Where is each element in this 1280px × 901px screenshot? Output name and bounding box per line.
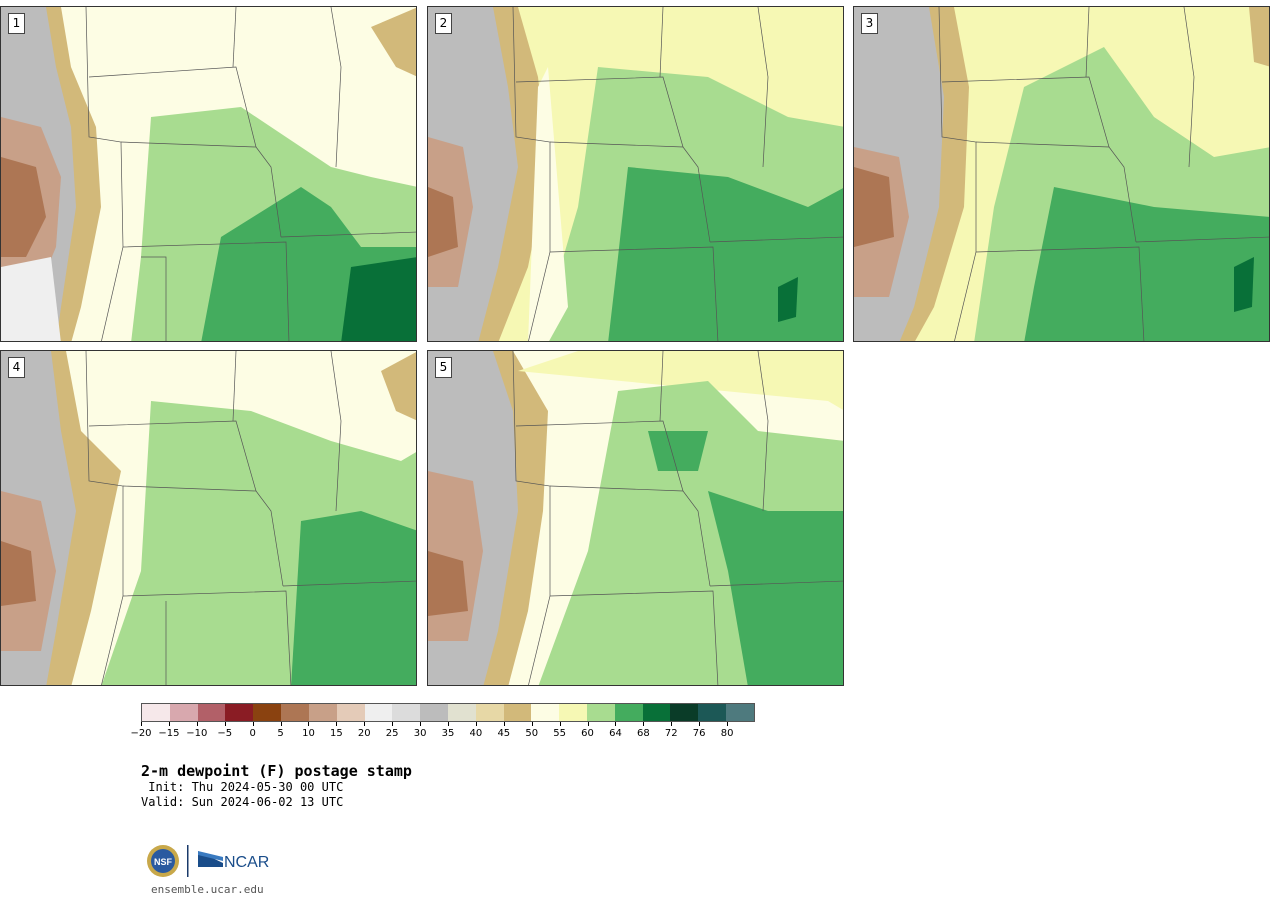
- colorbar-swatch: [447, 704, 476, 721]
- colorbar: [141, 703, 755, 722]
- colorbar-swatch: [392, 704, 421, 721]
- colorbar-tick: [252, 722, 254, 726]
- colorbar-tick: [475, 722, 477, 726]
- colorbar-tick-label: 0: [249, 728, 256, 739]
- colorbar-tick-label: 35: [441, 728, 455, 739]
- colorbar-tick: [643, 722, 645, 726]
- panel-label-5: 5: [435, 357, 452, 378]
- colorbar-tick-label: 5: [277, 728, 284, 739]
- colorbar-tick: [280, 722, 282, 726]
- colorbar-tick-label: 10: [302, 728, 315, 739]
- colorbar-tick: [531, 722, 533, 726]
- colorbar-tick: [364, 722, 366, 726]
- colorbar-swatch: [169, 704, 198, 721]
- colorbar-tick: [308, 722, 310, 726]
- plot-title: 2-m dewpoint (F) postage stamp: [141, 762, 412, 780]
- map-panel-5: 5: [427, 350, 844, 686]
- dewpoint-map-2: [428, 7, 843, 341]
- colorbar-tick-label: −15: [158, 728, 180, 739]
- colorbar-tick-label: 80: [720, 728, 734, 739]
- colorbar-swatch: [420, 704, 448, 721]
- map-panel-4: 4: [0, 350, 417, 686]
- colorbar-tick: [168, 722, 170, 726]
- colorbar-tick-label: 40: [469, 728, 483, 739]
- panel-label-4: 4: [8, 357, 25, 378]
- colorbar-tick: [671, 722, 673, 726]
- colorbar-tick: [587, 722, 589, 726]
- colorbar-swatch: [614, 704, 643, 721]
- colorbar-swatch: [281, 704, 309, 721]
- colorbar-tick-label: 72: [664, 728, 678, 739]
- colorbar-tick-label: 64: [609, 728, 622, 739]
- colorbar-tick: [448, 722, 449, 726]
- colorbar-tick-label: 50: [525, 728, 539, 739]
- colorbar-swatch: [142, 704, 170, 721]
- site-url: ensemble.ucar.edu: [151, 883, 264, 896]
- colorbar-tick-label: 55: [553, 728, 566, 739]
- colorbar-swatch: [225, 704, 254, 721]
- map-panel-2: 2: [427, 6, 844, 342]
- panel-label-2: 2: [435, 13, 452, 34]
- colorbar-tick: [615, 722, 617, 726]
- colorbar-swatch: [336, 704, 365, 721]
- dewpoint-map-4: [1, 351, 416, 685]
- colorbar-tick-label: −10: [186, 728, 208, 739]
- colorbar-swatch: [364, 704, 393, 721]
- colorbar-tick: [420, 722, 422, 726]
- ncar-logo-icon: NCAR: [198, 851, 269, 871]
- colorbar-swatch: [253, 704, 282, 721]
- dewpoint-map-1: [1, 7, 416, 341]
- colorbar-tick: [336, 722, 338, 726]
- colorbar-swatch: [475, 704, 504, 721]
- panel-label-3: 3: [861, 13, 878, 34]
- dewpoint-map-5: [428, 351, 843, 685]
- ncar-text: NCAR: [224, 854, 269, 871]
- colorbar-swatch: [726, 704, 754, 721]
- colorbar-swatch: [587, 704, 615, 721]
- colorbar-swatch: [670, 704, 699, 721]
- colorbar-tick: [224, 722, 226, 726]
- colorbar-swatch: [559, 704, 587, 721]
- colorbar-tick-label: 76: [692, 728, 706, 739]
- colorbar-tick-label: −20: [130, 728, 152, 739]
- init-time: Init: Thu 2024-05-30 00 UTC: [141, 780, 344, 794]
- colorbar-tick-label: 60: [581, 728, 594, 739]
- colorbar-swatch: [197, 704, 226, 721]
- colorbar-tick-label: 20: [357, 728, 371, 739]
- colorbar-swatch: [698, 704, 727, 721]
- colorbar-swatch: [531, 704, 560, 721]
- colorbar-swatch: [642, 704, 671, 721]
- map-panel-1: 1: [0, 6, 417, 342]
- colorbar-tick: [699, 722, 701, 726]
- colorbar-tick-label: 45: [497, 728, 511, 739]
- colorbar-tick-label: 25: [385, 728, 399, 739]
- colorbar-tick: [727, 722, 729, 726]
- colorbar-tick-label: 30: [413, 728, 427, 739]
- colorbar-tick: [196, 722, 198, 726]
- map-panel-3: 3: [853, 6, 1270, 342]
- colorbar-swatch: [503, 704, 532, 721]
- colorbar-tick-label: 15: [329, 728, 343, 739]
- colorbar-tick: [392, 722, 394, 726]
- colorbar-tick: [141, 722, 142, 726]
- colorbar-tick-label: 68: [636, 728, 650, 739]
- colorbar-swatch: [308, 704, 337, 721]
- dewpoint-map-3: [854, 7, 1269, 341]
- colorbar-ticks: −20 −15 −10 −5 0 5 10 15 20 25 30 35 40 45 50 55 60 64 68 7…: [130, 722, 755, 744]
- valid-time: Valid: Sun 2024-06-02 13 UTC: [141, 795, 344, 809]
- colorbar-tick: [559, 722, 561, 726]
- logos: NSF NCAR: [147, 845, 269, 877]
- colorbar-tick: [503, 722, 505, 726]
- nsf-text: NSF: [154, 857, 173, 867]
- colorbar-tick-label: −5: [217, 728, 233, 739]
- panel-label-1: 1: [8, 13, 25, 34]
- nsf-logo-icon: NSF: [147, 845, 179, 877]
